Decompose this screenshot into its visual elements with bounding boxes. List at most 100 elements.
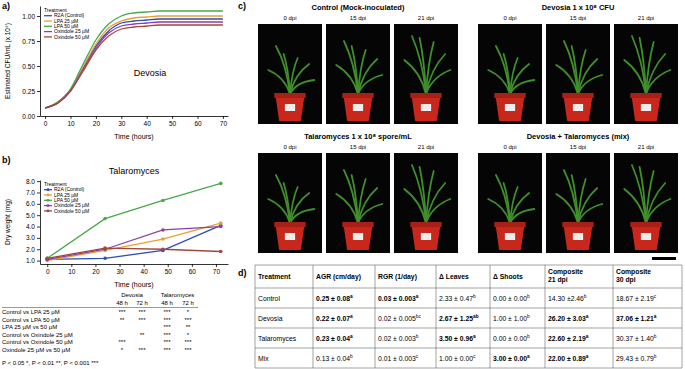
- legend-swatch: [44, 194, 52, 195]
- photo-background: [394, 24, 458, 124]
- x-axis-title: Time (hours): [114, 281, 153, 289]
- tick-mark: [71, 264, 72, 267]
- leaf: [632, 36, 646, 94]
- table-rule: [255, 368, 682, 369]
- cell-letter: b: [350, 354, 353, 359]
- group-header: Talaromyces: [161, 292, 195, 298]
- tick-mark: [37, 215, 40, 216]
- significance: ***: [138, 347, 146, 353]
- series-point: [219, 182, 223, 186]
- tick-mark: [70, 116, 71, 119]
- dpi-label: 15 dpi: [350, 144, 366, 150]
- leaf: [276, 175, 290, 223]
- cell: 0.01 ± 0.003c: [378, 354, 419, 362]
- tick-label: 10: [67, 120, 75, 127]
- column-header: 48 h: [116, 300, 128, 306]
- series-point: [45, 257, 49, 261]
- tick-label: 1.00: [22, 13, 35, 20]
- leaf: [646, 70, 670, 94]
- leaf: [578, 75, 602, 94]
- significance: **: [186, 324, 191, 330]
- table-rule: [682, 265, 683, 368]
- pot-rim: [630, 222, 661, 227]
- tick-label: 0.75: [22, 38, 35, 45]
- tick-mark: [96, 116, 97, 119]
- tick-mark: [37, 41, 40, 42]
- cell-letter: a: [586, 354, 589, 359]
- y-axis: 0.000.250.500.751.00: [22, 7, 40, 120]
- tick-mark: [37, 116, 40, 117]
- cell-value: 0.03 ± 0.003: [378, 295, 416, 302]
- tick-mark: [144, 264, 145, 267]
- significance: ***: [184, 347, 192, 353]
- pot-rim: [630, 93, 661, 98]
- pot-label: [505, 104, 515, 111]
- cell: 14.30 ±2.46b: [548, 294, 587, 302]
- pot-label: [285, 104, 295, 111]
- leaf: [344, 41, 358, 94]
- photo-background: [478, 153, 542, 253]
- cell-letter: a: [350, 294, 353, 299]
- pot-label: [421, 233, 431, 240]
- tick-label: 3.0: [26, 234, 35, 241]
- tick: 70: [220, 116, 228, 127]
- chart: 0102030405060700.000.250.500.751.00Time …: [4, 7, 229, 142]
- pot-rim: [274, 93, 305, 98]
- column-header: AGR (cm/day): [316, 273, 361, 281]
- photo-background: [478, 24, 542, 124]
- tick: 0: [46, 264, 50, 275]
- photo-background: [394, 153, 458, 253]
- leaf: [510, 209, 534, 223]
- tick-label: 70: [213, 268, 221, 275]
- photo-background: [258, 153, 322, 253]
- legend-swatch: [44, 15, 52, 16]
- tick: 0.00: [22, 113, 40, 120]
- row-label: Mix: [258, 355, 269, 362]
- pot-label: [353, 104, 363, 111]
- tick: 40: [144, 116, 152, 127]
- significance: ***: [184, 317, 192, 323]
- photo-background: [546, 153, 610, 253]
- x-axis-title: Time (hours): [114, 133, 153, 141]
- tick-label: 0.50: [22, 63, 35, 70]
- tick-label: 70: [220, 120, 228, 127]
- photo: [614, 24, 678, 124]
- series-point: [161, 237, 165, 241]
- cell-value: 0.02 ± 0.005: [378, 315, 416, 322]
- leaf: [404, 60, 426, 94]
- photo-background: [258, 24, 322, 124]
- cell-letter: b: [527, 334, 530, 339]
- column-header: 72 h: [182, 300, 194, 306]
- scale-bar: [652, 257, 676, 260]
- cell-letter: a: [654, 314, 657, 319]
- pot: [563, 94, 592, 121]
- significance: **: [120, 317, 125, 323]
- tick-mark: [37, 66, 40, 67]
- group-header: Devosia: [121, 292, 143, 298]
- legend-swatch: [44, 200, 52, 201]
- photo: [326, 153, 390, 253]
- panel-label: a): [2, 1, 10, 11]
- table-rule: [436, 265, 437, 368]
- tick: 50: [165, 264, 173, 275]
- cell: 0.22 ± 0.07a: [316, 314, 353, 322]
- leaf: [358, 204, 382, 223]
- dpi-label: 0 dpi: [283, 144, 296, 150]
- tick-label: 60: [189, 268, 197, 275]
- cell-letter: b: [527, 314, 530, 319]
- panel-label: d): [238, 268, 247, 278]
- tick: 30: [116, 264, 124, 275]
- tick: 2.0: [26, 246, 40, 253]
- cell-value: 30.37 ± 1.40: [616, 335, 654, 342]
- photo-background: [546, 24, 610, 124]
- cell: 22.60 ± 2.19a: [548, 334, 589, 342]
- pot: [631, 94, 660, 121]
- significance: *: [187, 332, 190, 338]
- photo: [394, 153, 458, 253]
- tick-label: 0.00: [22, 113, 35, 120]
- tick-label: 40: [144, 120, 152, 127]
- dpi-label: 21 dpi: [418, 144, 434, 150]
- pot-rim: [410, 222, 441, 227]
- leaf: [404, 189, 426, 223]
- x-axis: 010203040506070: [41, 264, 229, 275]
